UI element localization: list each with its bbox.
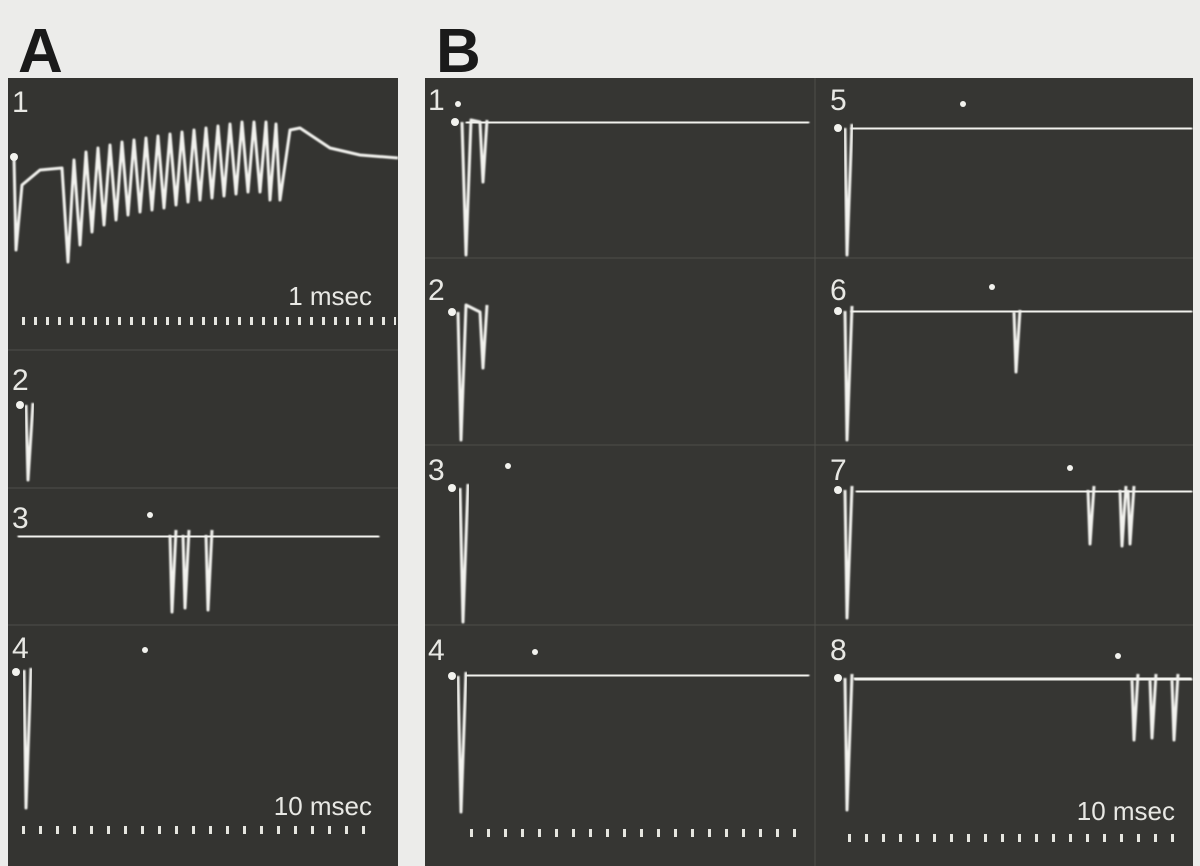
scale-label: 10 msec [274,791,372,821]
marker [10,153,18,161]
trace [17,531,380,542]
trace [465,117,810,128]
stimulus-markers [12,101,1121,682]
trace [850,306,1193,317]
trace [855,486,1193,497]
trace-label: 8 [830,634,847,667]
trace [465,670,810,681]
trace-label: 3 [12,502,29,535]
marker [16,401,24,409]
trace-label: 2 [428,274,445,307]
scale-label: 10 msec [1077,796,1175,826]
marker [147,512,153,518]
marker [448,308,456,316]
trace [843,673,1180,812]
marker [532,649,538,655]
marker [834,674,842,682]
trace [12,120,399,264]
trace [460,118,489,257]
trace [850,123,1193,134]
marker [451,118,459,126]
trace-label: 5 [830,84,847,117]
trace [456,671,468,814]
trace [458,483,470,624]
marker [1067,465,1073,471]
trace-label: 1 [12,86,29,119]
marker [505,463,511,469]
trace-label: 6 [830,274,847,307]
marker [12,668,20,676]
scale-label: 1 msec [288,281,372,311]
trace-label: 3 [428,454,445,487]
trace [456,303,489,442]
marker [834,124,842,132]
trace [24,402,35,482]
trace [853,673,1193,685]
marker [455,101,461,107]
trace-label: 4 [12,632,29,665]
trace [22,667,33,810]
trace [843,123,854,257]
panel-b-background [425,78,1193,866]
marker [989,284,995,290]
panel-label: A [18,17,63,86]
trace [843,305,1022,442]
marker [448,672,456,680]
trace [168,529,214,614]
marker [834,486,842,494]
trace-label: 1 [428,84,445,117]
marker [834,307,842,315]
marker [142,647,148,653]
panel-label: B [436,17,481,86]
panel-a-background [8,78,398,866]
trace-label: 4 [428,634,445,667]
trace-label: 2 [12,364,29,397]
marker [1115,653,1121,659]
trace [843,485,1136,620]
marker [960,101,966,107]
trace-label: 7 [830,454,847,487]
marker [448,484,456,492]
